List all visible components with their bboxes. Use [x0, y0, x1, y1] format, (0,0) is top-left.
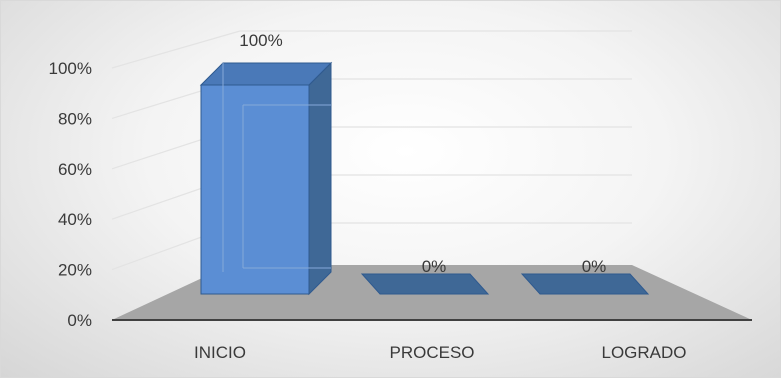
bar-top: [199, 62, 333, 86]
data-label: 100%: [239, 31, 282, 50]
x-category-label: LOGRADO: [601, 343, 686, 362]
bar-front: [200, 84, 310, 295]
y-tick-label: 0%: [67, 311, 92, 330]
x-category-label: INICIO: [194, 343, 246, 362]
bar-side: [308, 61, 332, 296]
data-label: 0%: [582, 257, 607, 276]
y-tick-label: 80%: [58, 109, 92, 128]
y-tick-label: 20%: [58, 261, 92, 280]
bar-flat: [520, 273, 650, 295]
bar-flat: [360, 273, 490, 295]
gridline-side: [111, 30, 241, 69]
y-tick-label: 60%: [58, 160, 92, 179]
x-category-label: PROCESO: [389, 343, 474, 362]
y-tick-label: 40%: [58, 210, 92, 229]
y-tick-label: 100%: [49, 59, 92, 78]
data-label: 0%: [422, 257, 447, 276]
